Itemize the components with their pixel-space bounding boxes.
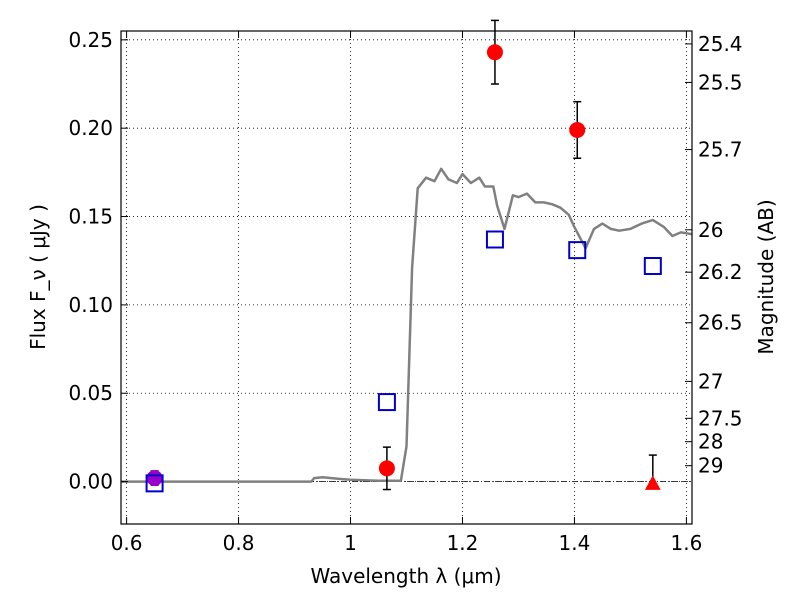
y2-tick-label: 27.5 bbox=[698, 406, 743, 430]
data-points bbox=[145, 19, 662, 493]
y-tick-label: 0.05 bbox=[68, 381, 113, 405]
y-tick-labels: 0.00 0.05 0.10 0.15 0.20 0.25 bbox=[68, 28, 113, 494]
y-tick-label: 0.25 bbox=[68, 28, 113, 52]
model-point bbox=[377, 393, 396, 412]
sed-line bbox=[121, 167, 693, 483]
model-point bbox=[485, 230, 504, 249]
model-point bbox=[643, 257, 662, 276]
y2-tick-label: 25.5 bbox=[698, 70, 743, 94]
y2-axis-title: Magnitude (AB) bbox=[754, 199, 778, 354]
axis-ticks bbox=[121, 31, 692, 524]
model-spectrum bbox=[121, 167, 693, 483]
y2-tick-label: 25.7 bbox=[698, 138, 743, 162]
model-point bbox=[568, 241, 587, 260]
y-tick-label: 0.15 bbox=[68, 205, 113, 229]
y2-tick-label: 25.4 bbox=[698, 32, 743, 56]
data-point bbox=[378, 460, 395, 477]
x-axis-title: Wavelength λ (μm) bbox=[310, 564, 501, 588]
data-point bbox=[146, 470, 163, 487]
x-tick-label: 0.8 bbox=[223, 531, 255, 555]
upper-limit-point bbox=[644, 475, 661, 490]
x-tick-label: 1.4 bbox=[559, 531, 591, 555]
model-point bbox=[145, 474, 164, 493]
x-tick-label: 1.2 bbox=[447, 531, 479, 555]
y2-tick-label: 26.2 bbox=[698, 260, 743, 284]
y2-tick-label: 26 bbox=[698, 218, 723, 242]
y-tick-label: 0.20 bbox=[68, 116, 113, 140]
y-tick-label: 0.00 bbox=[68, 470, 113, 494]
y-axis-title: Flux F_ν ( μJy ) bbox=[26, 204, 50, 350]
y2-tick-label: 26.5 bbox=[698, 311, 743, 335]
y2-tick-label: 27 bbox=[698, 369, 723, 393]
x-tick-label: 1.6 bbox=[670, 531, 702, 555]
x-tick-labels: 0.6 0.8 1 1.2 1.4 1.6 bbox=[111, 531, 703, 555]
y-tick-label: 0.10 bbox=[68, 293, 113, 317]
y2-tick-label: 28 bbox=[698, 430, 723, 454]
data-point bbox=[569, 121, 586, 138]
plot-frame bbox=[120, 30, 693, 525]
data-point bbox=[486, 44, 503, 61]
x-tick-label: 0.6 bbox=[111, 531, 143, 555]
x-tick-label: 1 bbox=[344, 531, 357, 555]
y2-tick-label: 29 bbox=[698, 454, 723, 478]
